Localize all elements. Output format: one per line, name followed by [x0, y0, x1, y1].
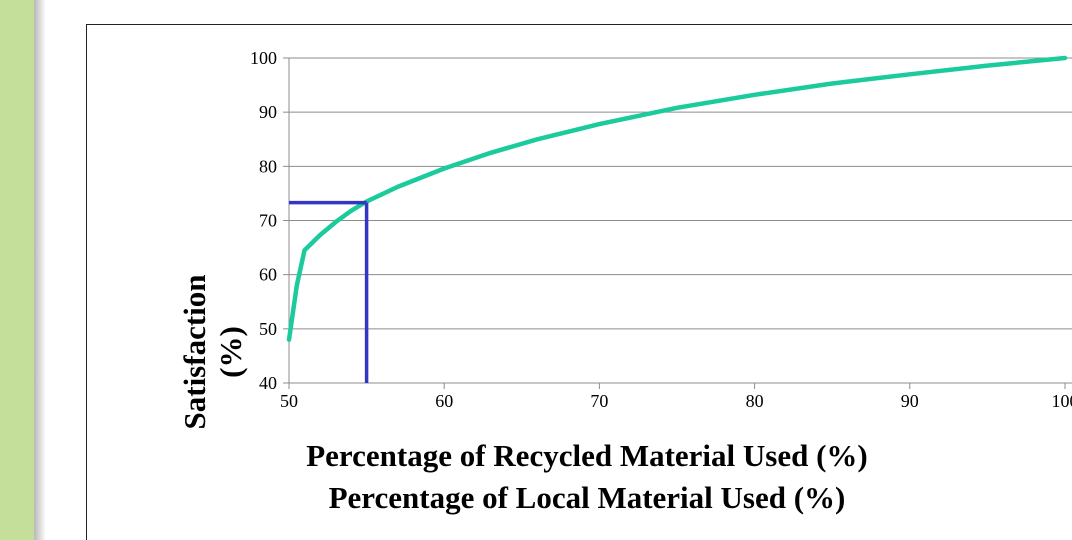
slide-accent-shadow	[34, 0, 46, 540]
x-tick-label-70: 70	[590, 391, 608, 411]
chart-plot: 4050607080901005060708090100	[250, 48, 1072, 411]
y-tick-label-50: 50	[259, 319, 277, 339]
y-tick-label-60: 60	[259, 265, 277, 285]
chart-frame: 4050607080901005060708090100 Satisfactio…	[86, 24, 1072, 540]
y-tick-label-80: 80	[259, 156, 277, 176]
y-tick-label-90: 90	[259, 102, 277, 122]
x-axis-title-line-1: Percentage of Recycled Material Used (%)	[306, 438, 868, 473]
y-axis-title: Satisfaction (%)	[177, 252, 257, 452]
x-axis-title-line-2: Percentage of Local Material Used (%)	[328, 480, 846, 515]
series-line-0	[286, 55, 1068, 342]
y-axis-title-line-2: (%)	[213, 326, 248, 378]
slide-accent-strip	[0, 0, 34, 540]
x-tick-label-50: 50	[280, 391, 298, 411]
x-tick-label-100: 100	[1052, 391, 1072, 411]
x-tick-label-90: 90	[901, 391, 919, 411]
y-axis-title-line-1: Satisfaction	[177, 274, 212, 430]
y-tick-label-100: 100	[250, 48, 277, 68]
y-tick-label-40: 40	[259, 373, 277, 393]
y-tick-label-70: 70	[259, 211, 277, 231]
x-tick-label-80: 80	[746, 391, 764, 411]
x-tick-label-60: 60	[435, 391, 453, 411]
